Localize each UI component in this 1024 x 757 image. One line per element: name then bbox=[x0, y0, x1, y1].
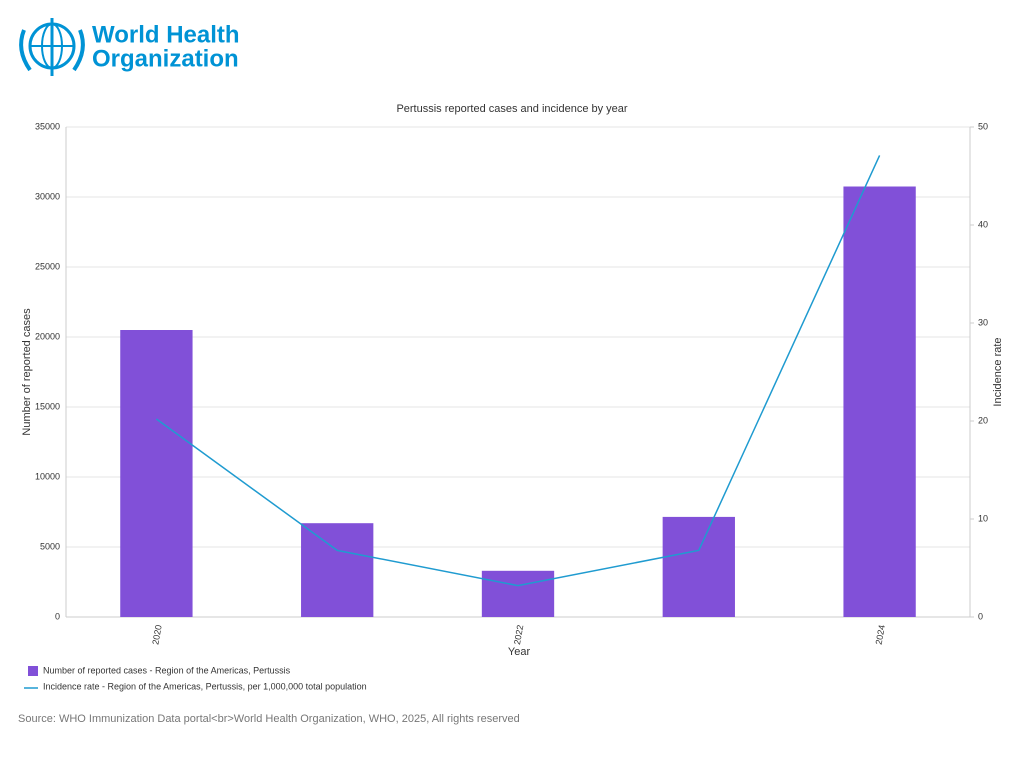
y2-tick-label: 0 bbox=[978, 611, 983, 621]
y2-tick-label: 10 bbox=[978, 513, 988, 523]
y-tick-label: 25000 bbox=[35, 261, 60, 271]
bar bbox=[120, 330, 193, 617]
x-tick-label: 2024 bbox=[874, 624, 887, 645]
chart-title: Pertussis reported cases and incidence b… bbox=[396, 103, 627, 115]
line bbox=[155, 155, 881, 587]
y2-tick-label: 20 bbox=[978, 415, 988, 425]
logo-laurels bbox=[19, 29, 85, 72]
bar bbox=[481, 570, 555, 617]
y-tick-label: 30000 bbox=[35, 191, 60, 201]
x-axis-label: Year bbox=[508, 646, 531, 658]
y-tick-label: 10000 bbox=[35, 471, 60, 481]
bar bbox=[843, 186, 916, 617]
y2-axis-label: Incidence rate bbox=[992, 337, 1004, 406]
y-tick-label: 20000 bbox=[35, 331, 60, 341]
y-axis-label: Number of reported cases bbox=[21, 308, 33, 436]
legend-label: Incidence rate - Region of the Americas,… bbox=[43, 681, 367, 691]
x-tick-label: 2022 bbox=[512, 624, 525, 645]
y-tick-label: 0 bbox=[55, 611, 60, 621]
y2-tick-label: 40 bbox=[978, 219, 988, 229]
y-tick-label: 15000 bbox=[35, 401, 60, 411]
bar bbox=[301, 523, 374, 617]
y-tick-label: 5000 bbox=[40, 541, 60, 551]
y-tick-label: 35000 bbox=[35, 121, 60, 131]
who-logo: World Health Organization bbox=[19, 18, 240, 76]
legend-swatch bbox=[28, 666, 38, 676]
y2-tick-label: 30 bbox=[978, 317, 988, 327]
x-tick-label: 2020 bbox=[150, 624, 163, 645]
logo-text: Organization bbox=[92, 45, 239, 72]
legend-label: Number of reported cases - Region of the… bbox=[43, 665, 291, 675]
bar bbox=[662, 516, 735, 617]
y2-tick-label: 50 bbox=[978, 121, 988, 131]
logo-text: World Health bbox=[92, 21, 240, 48]
source-note: Source: WHO Immunization Data portal<br>… bbox=[18, 713, 520, 725]
